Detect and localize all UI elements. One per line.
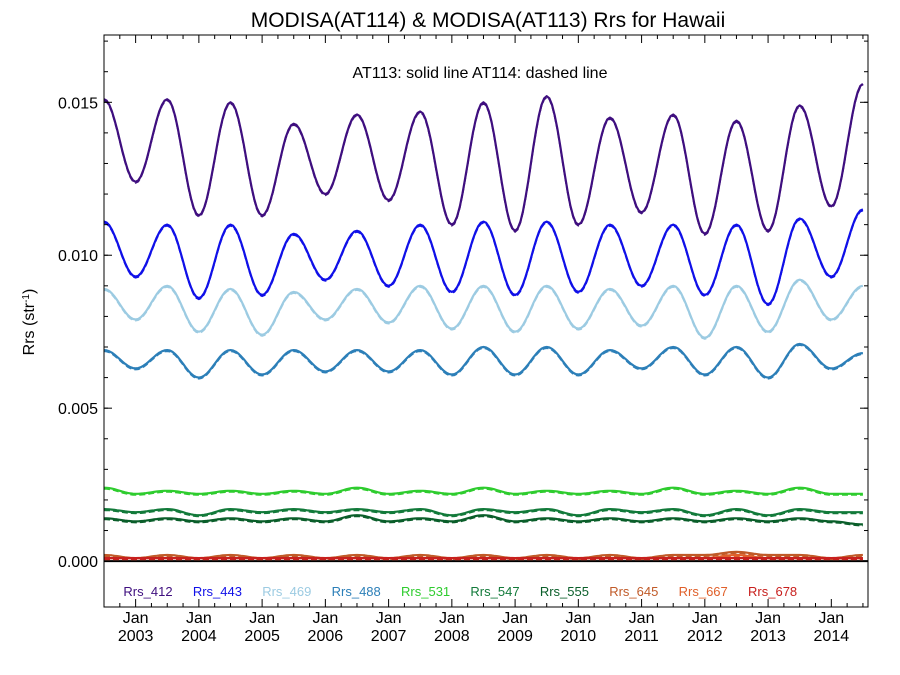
series-line-rrs_469 (103, 278, 864, 339)
legend-label-rrs_667: Rrs_667 (679, 584, 728, 599)
series-dashed-line-rrs_412 (103, 84, 864, 236)
series-line-rrs_488 (103, 342, 864, 379)
axis-ticks: 0.0000.0050.0100.015Jan2003Jan2004Jan200… (58, 35, 868, 645)
legend: Rrs_412 Rrs_443 Rrs_469 Rrs_488 Rrs_531 Rrs_5… (123, 584, 797, 599)
x-tick-year: 2008 (434, 628, 470, 645)
series-dashed-line-rrs_443 (103, 209, 864, 307)
x-tick-month: Jan (123, 610, 149, 627)
series-line-rrs_555 (104, 514, 863, 526)
legend-label-rrs_412: Rrs_412 (123, 584, 172, 599)
x-tick-month: Jan (186, 610, 212, 627)
x-tick-month: Jan (312, 610, 338, 627)
series-line-rrs_412 (103, 83, 864, 235)
series-dashed-line-rrs_469 (103, 280, 864, 340)
x-tick-year: 2011 (624, 628, 659, 645)
x-tick-month: Jan (376, 610, 402, 627)
legend-label-rrs_645: Rrs_645 (609, 584, 658, 599)
series-line-rrs_443 (103, 208, 864, 306)
y-tick-label: 0.000 (58, 554, 98, 571)
legend-label-rrs_678: Rrs_678 (748, 584, 797, 599)
x-tick-month: Jan (629, 610, 655, 627)
x-tick-year: 2007 (371, 628, 407, 645)
line-style-note: AT113: solid line AT114: dashed line (353, 65, 608, 82)
x-tick-month: Jan (818, 610, 844, 627)
y-tick-label: 0.005 (58, 401, 98, 418)
series-dashed-line-rrs_555 (104, 515, 863, 527)
x-tick-year: 2005 (244, 628, 280, 645)
series-dashed-line-rrs_531 (103, 488, 863, 496)
legend-label-rrs_469: Rrs_469 (262, 584, 311, 599)
x-tick-year: 2012 (687, 628, 723, 645)
plot-frame (103, 34, 869, 608)
x-tick-year: 2009 (497, 628, 533, 645)
x-tick-year: 2006 (308, 628, 344, 645)
x-tick-year: 2003 (118, 628, 154, 645)
legend-label-rrs_555: Rrs_555 (540, 584, 589, 599)
x-tick-month: Jan (565, 610, 591, 627)
y-axis-label-close: ) (21, 289, 38, 294)
y-tick-label: 0.015 (58, 95, 98, 112)
x-tick-month: Jan (249, 610, 275, 627)
series-line-rrs_531 (103, 486, 863, 495)
series-dashed-line-rrs_645 (103, 552, 863, 561)
series-dashed-line-rrs_547 (103, 509, 863, 518)
x-tick-month: Jan (755, 610, 781, 627)
x-tick-year: 2010 (561, 628, 597, 645)
x-tick-year: 2013 (750, 628, 786, 645)
x-tick-year: 2014 (814, 628, 850, 645)
y-tick-label: 0.010 (58, 248, 98, 265)
x-tick-month: Jan (502, 610, 528, 627)
legend-label-rrs_443: Rrs_443 (193, 584, 242, 599)
y-axis-label: Rrs (str-1) (21, 289, 39, 356)
series-line-rrs_547 (103, 508, 863, 517)
legend-label-rrs_531: Rrs_531 (401, 584, 450, 599)
x-tick-year: 2004 (181, 628, 217, 645)
y-axis-label-exponent: -1 (21, 294, 32, 303)
x-tick-month: Jan (692, 610, 718, 627)
x-tick-month: Jan (439, 610, 465, 627)
series-lines (103, 83, 868, 563)
chart-title: MODISA(AT114) & MODISA(AT113) Rrs for Ha… (251, 9, 726, 32)
y-axis-label-text: Rrs (str (21, 302, 38, 355)
legend-label-rrs_488: Rrs_488 (332, 584, 381, 599)
legend-label-rrs_547: Rrs_547 (470, 584, 519, 599)
series-line-rrs_645 (103, 550, 863, 560)
